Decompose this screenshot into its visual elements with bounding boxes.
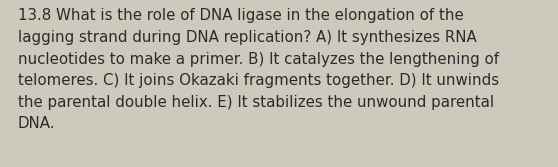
Text: 13.8 What is the role of DNA ligase in the elongation of the
lagging strand duri: 13.8 What is the role of DNA ligase in t…	[18, 8, 499, 131]
